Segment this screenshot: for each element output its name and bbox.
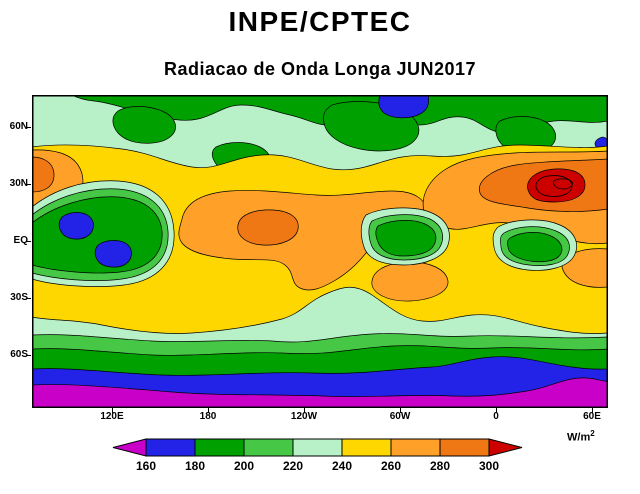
colorbar-tick-label: 240	[332, 459, 352, 473]
contour-region-level-0	[32, 377, 608, 408]
colorbar-segment-1	[145, 438, 196, 457]
contour-region-level-2	[112, 106, 176, 144]
contour-region-level-8	[527, 168, 586, 203]
lon-tick-mark	[303, 408, 305, 413]
colorbar-segment-2	[194, 438, 245, 457]
contour-region-level-7	[32, 156, 55, 193]
contour-region-level-1	[94, 240, 132, 268]
lat-tick-label: EQ	[13, 235, 28, 246]
colorbar-tick-label: 160	[136, 459, 156, 473]
lat-tick-mark	[26, 126, 31, 128]
colorbar-arrow-low	[112, 438, 147, 457]
olr-contour-map	[32, 95, 608, 408]
lon-tick-mark	[496, 408, 498, 413]
map-panel	[32, 95, 608, 408]
colorbar-tick-label: 280	[430, 459, 450, 473]
unit-exponent: 2	[590, 429, 595, 438]
map-frame-border	[32, 95, 608, 408]
colorbar-segment-7	[439, 438, 490, 457]
contour-region-level-6	[371, 261, 449, 302]
lat-tick-mark	[26, 298, 31, 299]
chart-subtitle: Radiacao de Onda Longa JUN2017	[163, 59, 477, 79]
contour-region-level-1	[378, 95, 430, 119]
colorbar-segment-6	[390, 438, 441, 457]
lat-tick-label: 60N	[9, 120, 28, 132]
colorbar-svg: 160 180 200 220 240 260 280 300	[112, 438, 523, 473]
contour-region-level-1	[58, 212, 94, 240]
lon-tick-label: 180	[199, 411, 217, 422]
lat-tick-label: 30S	[10, 292, 28, 303]
contour-region-level-2	[375, 220, 437, 257]
lon-tick-label: 60E	[583, 411, 601, 422]
contour-region-level-2	[507, 232, 563, 263]
lat-tick-label: 30N	[9, 177, 28, 189]
colorbar-segment-3	[243, 438, 294, 457]
lat-tick-mark	[26, 355, 31, 356]
lon-tick-label: 120W	[290, 411, 318, 422]
page-title: INPE/CPTEC	[228, 6, 412, 37]
unit-text: W/m	[567, 431, 591, 444]
colorbar-tick-label: 180	[185, 459, 205, 473]
lon-tick-label: 0	[493, 411, 499, 422]
contour-line	[535, 175, 573, 197]
colorbar: 160 180 200 220 240 260 280 300	[112, 438, 524, 474]
lon-tick-mark	[208, 408, 210, 413]
colorbar-tick-label: 220	[283, 459, 303, 473]
lon-tick-mark	[591, 408, 593, 413]
unit-label: W/m2	[567, 429, 595, 444]
colorbar-segment-5	[341, 438, 392, 457]
lat-tick-mark	[26, 183, 31, 185]
contour-region-level-7	[237, 209, 299, 246]
lat-tick-mark	[26, 241, 31, 242]
colorbar-tick-label: 200	[234, 459, 254, 473]
lon-tick-label: 60W	[389, 411, 411, 422]
colorbar-segment-4	[292, 438, 343, 457]
colorbar-tick-label: 300	[479, 459, 499, 473]
contour-line	[553, 178, 573, 190]
lon-tick-label: 120E	[100, 411, 124, 422]
colorbar-arrow-high	[488, 438, 523, 457]
lon-tick-mark	[112, 408, 113, 413]
lon-tick-mark	[400, 408, 401, 413]
lat-tick-label: 60S	[10, 349, 28, 360]
colorbar-tick-label: 260	[381, 459, 401, 473]
